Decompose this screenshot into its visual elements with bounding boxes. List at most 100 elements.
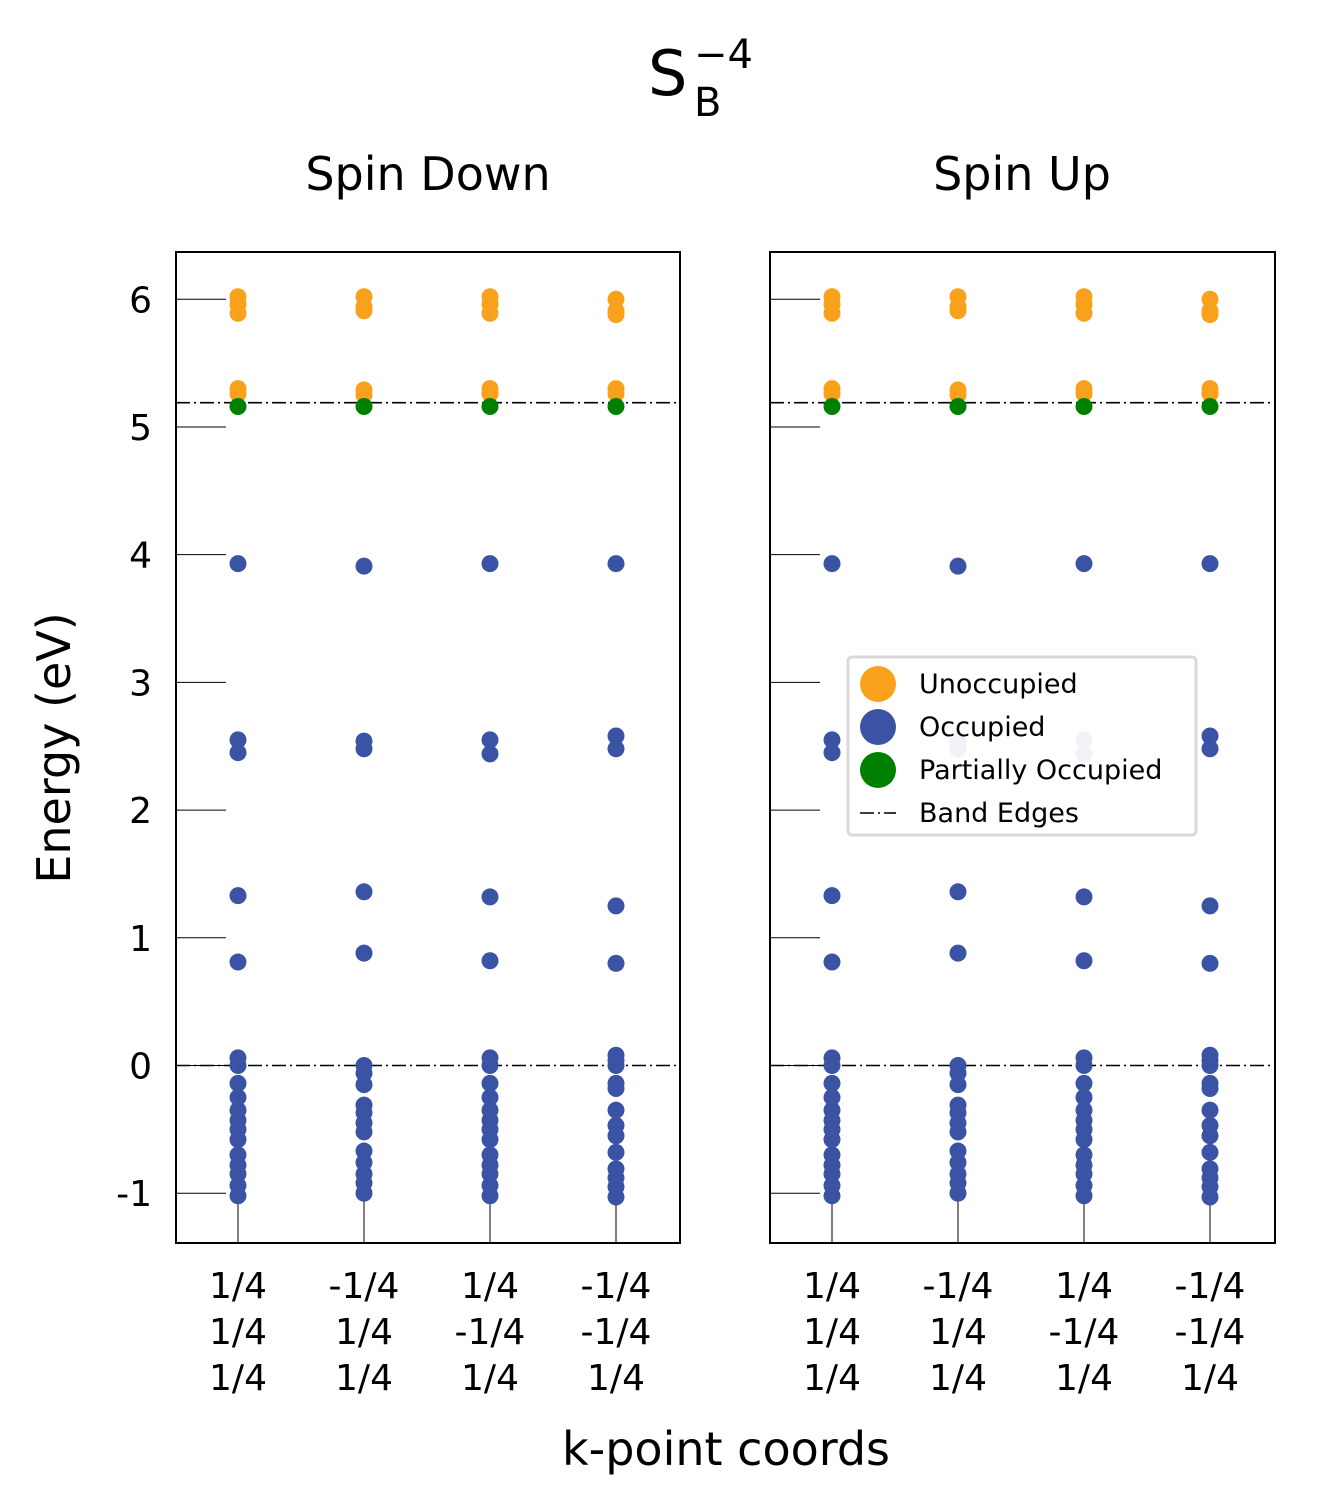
occupied-point: [229, 953, 247, 971]
occupied-point: [1201, 1101, 1219, 1119]
title-base: S: [648, 37, 687, 110]
partially-occupied-point: [1075, 398, 1093, 416]
occupied-point: [229, 887, 247, 905]
x-tick-label: -1/4: [1175, 1266, 1246, 1307]
occupied-point: [481, 952, 499, 970]
x-tick-label: -1/4: [1049, 1312, 1120, 1353]
x-tick-label: -1/4: [1175, 1312, 1246, 1353]
occupied-point: [607, 1074, 625, 1092]
y-tick-label: 0: [129, 1046, 152, 1087]
occupied-point: [1075, 555, 1093, 573]
x-tick-label: 1/4: [929, 1312, 987, 1353]
occupied-point: [481, 1146, 499, 1164]
partially-occupied-point: [355, 398, 373, 416]
occupied-point: [607, 727, 625, 745]
occupied-point: [823, 1101, 841, 1119]
occupied-point: [949, 1142, 967, 1160]
partially-occupied-point: [823, 398, 841, 416]
partially-occupied-point: [607, 398, 625, 416]
occupied-point: [823, 744, 841, 762]
panel-title-spin-down: Spin Down: [305, 147, 550, 201]
x-tick-label: 1/4: [461, 1358, 519, 1399]
occupied-point: [355, 732, 373, 750]
occupied-point: [229, 1088, 247, 1106]
occupied-point: [823, 555, 841, 573]
partially-occupied-point: [949, 398, 967, 416]
x-axis-label: k-point coords: [562, 1422, 890, 1476]
occupied-point: [607, 1046, 625, 1064]
occupied-point: [607, 740, 625, 758]
x-tick-label: -1/4: [455, 1312, 526, 1353]
occupied-point: [1075, 1088, 1093, 1106]
occupied-point: [823, 953, 841, 971]
x-tick-label: 1/4: [209, 1358, 267, 1399]
unoccupied-point: [1075, 380, 1093, 398]
occupied-point: [481, 1101, 499, 1119]
x-tick-label: 1/4: [335, 1358, 393, 1399]
x-tick-label: 1/4: [803, 1266, 861, 1307]
panel-frame: [769, 251, 1276, 1244]
occupied-point: [1201, 1117, 1219, 1135]
occupied-point: [355, 557, 373, 575]
occupied-point: [355, 1142, 373, 1160]
y-tick-label: 2: [129, 791, 152, 832]
title-superscript: −4: [694, 32, 753, 78]
occupied-point: [823, 887, 841, 905]
occupied-point: [229, 1146, 247, 1164]
x-tick-label: 1/4: [587, 1358, 645, 1399]
unoccupied-point: [823, 288, 841, 306]
chart-title: S: [648, 37, 687, 110]
x-tick-label: 1/4: [1055, 1266, 1113, 1307]
x-tick-label: 1/4: [803, 1312, 861, 1353]
legend-label: Occupied: [919, 712, 1045, 743]
unoccupied-point: [607, 380, 625, 398]
occupied-point: [949, 944, 967, 962]
occupied-point: [1075, 1101, 1093, 1119]
occupied-point: [1201, 1046, 1219, 1064]
occupied-point: [481, 731, 499, 749]
unoccupied-point: [607, 290, 625, 308]
occupied-point: [1201, 1143, 1219, 1161]
occupied-point: [481, 888, 499, 906]
occupied-point: [481, 1074, 499, 1092]
occupied-point: [229, 744, 247, 762]
occupied-point: [481, 745, 499, 763]
occupied-point: [607, 555, 625, 573]
panel-frame: [175, 251, 681, 1244]
occupied-point: [1075, 1074, 1093, 1092]
legend-marker-occupied: [860, 709, 896, 745]
partially-occupied-point: [1201, 398, 1219, 416]
occupied-point: [823, 1074, 841, 1092]
occupied-point: [607, 1117, 625, 1135]
occupied-point: [823, 731, 841, 749]
occupied-point: [949, 1056, 967, 1074]
occupied-point: [1201, 727, 1219, 745]
x-tick-label: -1/4: [923, 1266, 994, 1307]
occupied-point: [1201, 954, 1219, 972]
occupied-point: [823, 1049, 841, 1067]
x-tick-label: 1/4: [209, 1266, 267, 1307]
unoccupied-point: [481, 288, 499, 306]
unoccupied-point: [1201, 290, 1219, 308]
occupied-point: [1075, 888, 1093, 906]
occupied-point: [1201, 740, 1219, 758]
occupied-point: [1201, 1160, 1219, 1178]
legend-marker-unoccupied: [860, 666, 896, 702]
occupied-point: [229, 555, 247, 573]
occupied-point: [949, 1096, 967, 1114]
occupied-point: [607, 897, 625, 915]
unoccupied-point: [355, 288, 373, 306]
occupied-point: [481, 555, 499, 573]
panel-spin-up: 1/4 1/4 1/4 -1/4 1/4 1/4 1/4 -1/4 1/4 -1/4 -1/4 1/4: [769, 251, 1276, 1399]
occupied-point: [607, 1101, 625, 1119]
occupied-point: [1201, 897, 1219, 915]
occupied-point: [607, 1160, 625, 1178]
y-tick-label: 4: [129, 536, 152, 577]
occupied-point: [355, 1096, 373, 1114]
occupied-point: [229, 1049, 247, 1067]
occupied-point: [1075, 952, 1093, 970]
x-tick-label: 1/4: [929, 1358, 987, 1399]
x-tick-label: 1/4: [1181, 1358, 1239, 1399]
y-tick-label: 1: [129, 919, 152, 960]
